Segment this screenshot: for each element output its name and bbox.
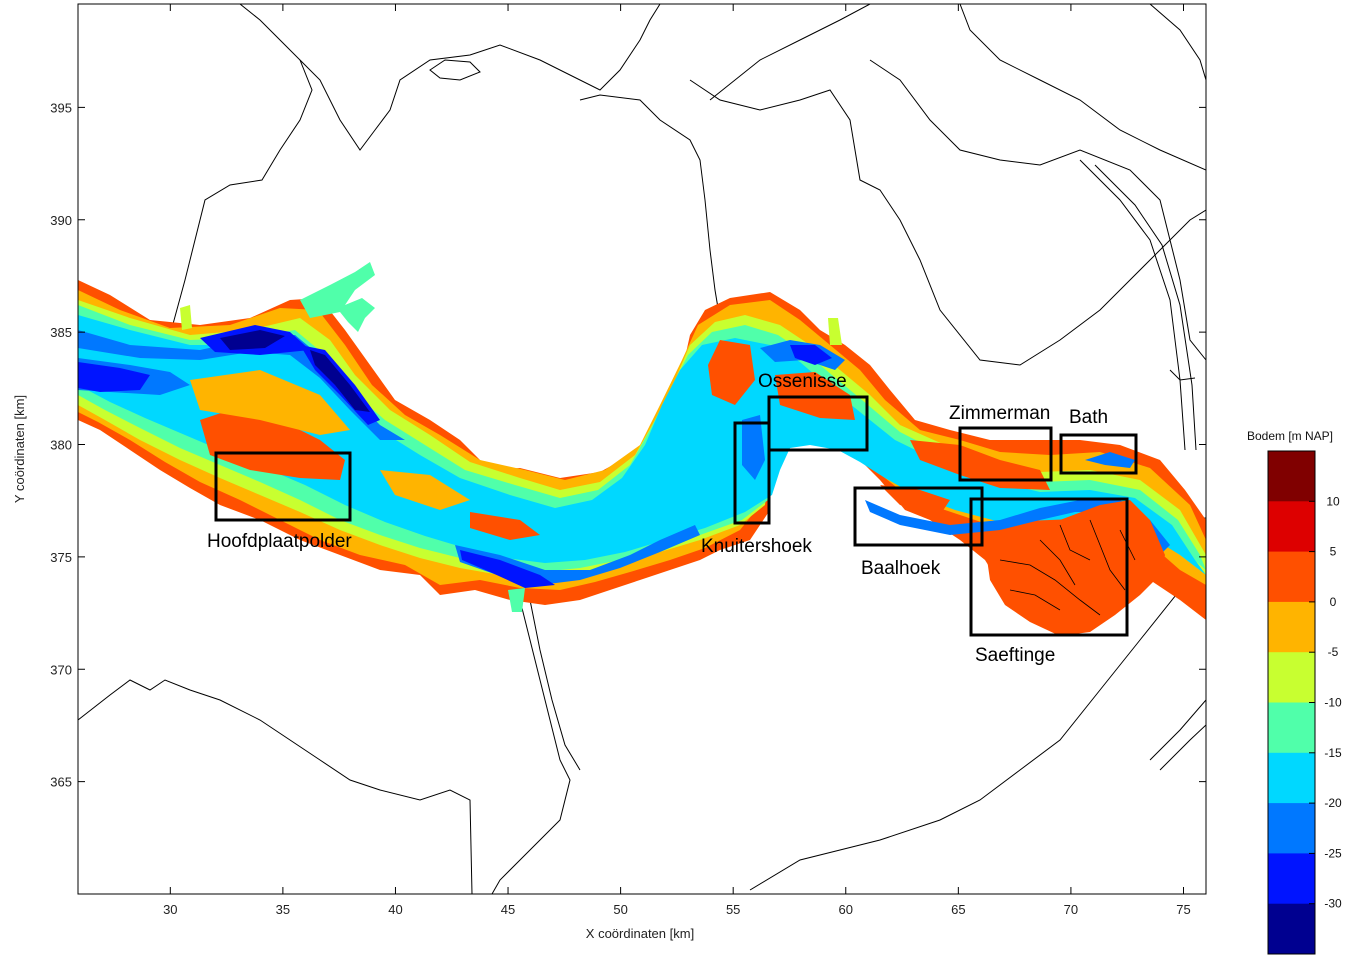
saeftinge-creeks <box>999 519 1136 616</box>
colorbar-tick-label: 10 <box>1326 494 1340 508</box>
colorbar-tick-label: -10 <box>1324 696 1342 710</box>
deep-pit-east <box>790 345 832 365</box>
y-tick-label: 370 <box>50 662 72 677</box>
harbour-inlet-west <box>180 305 192 330</box>
x-tick-label: 70 <box>1064 902 1078 917</box>
sandbank-1 <box>200 410 345 480</box>
colorbar-tick-label: -5 <box>1328 645 1339 659</box>
region-label-knuitershoek: Knuitershoek <box>701 536 812 557</box>
colorbar-segment <box>1268 551 1315 603</box>
region-label-bath: Bath <box>1069 407 1108 428</box>
colorbar-segment <box>1268 903 1315 955</box>
x-axis-label: X coördinaten [km] <box>586 926 694 941</box>
region-box-baalhoek <box>853 486 984 547</box>
region-label-hoofdplaatpolder: Hoofdplaatpolder <box>207 531 352 552</box>
harbour-basin-north <box>300 262 375 332</box>
y-tick-label: 375 <box>50 550 72 565</box>
deep-channel-bath <box>1085 452 1135 468</box>
sandbank-7 <box>910 440 1050 490</box>
harbour-inlet-east <box>828 318 842 345</box>
x-tick-label: 30 <box>163 902 177 917</box>
colorbar-ticks: 10 5 0 -5 -10 -15 -20 -25 -30 <box>1309 494 1342 911</box>
region-boxes <box>214 395 1138 637</box>
region-box-hoofdplaatpolder <box>214 451 352 522</box>
sandbank-3 <box>708 340 755 405</box>
deep-channel <box>78 330 405 440</box>
harbour-inlet-south <box>508 588 525 612</box>
y-tick-label: 395 <box>50 100 72 115</box>
sandbank-2 <box>190 370 350 435</box>
region-box-zimmerman <box>958 426 1053 482</box>
colorbar-segment <box>1268 501 1315 553</box>
colorbar-tick-label: -30 <box>1324 897 1342 911</box>
colorbar-tick-label: 5 <box>1330 545 1337 559</box>
y-tick-label: 385 <box>50 325 72 340</box>
x-tick-label: 50 <box>613 902 627 917</box>
colorbar-segment <box>1268 702 1315 754</box>
x-tick-label: 65 <box>951 902 965 917</box>
y-tick-label: 365 <box>50 775 72 790</box>
region-label-zimmerman: Zimmerman <box>949 403 1050 424</box>
colorbar-segment <box>1268 451 1315 502</box>
sandbank-6 <box>380 470 470 510</box>
region-label-ossenisse: Ossenisse <box>758 371 847 392</box>
x-tick-label: 55 <box>726 902 740 917</box>
y-axis: 395 390 385 380 375 370 365 <box>50 100 1206 790</box>
x-tick-label: 75 <box>1176 902 1190 917</box>
colorbar-tick-label: -20 <box>1324 796 1342 810</box>
sandbank-5 <box>470 512 540 540</box>
region-label-baalhoek: Baalhoek <box>861 558 941 579</box>
y-axis-label: Y coördinaten [km] <box>12 395 27 503</box>
colorbar-segment <box>1268 853 1315 905</box>
colorbar-tick-label: -25 <box>1324 846 1342 860</box>
x-tick-label: 35 <box>276 902 290 917</box>
map-content <box>78 4 1206 894</box>
y-tick-label: 390 <box>50 213 72 228</box>
colorbar-segment <box>1268 752 1315 804</box>
region-box-knuitershoek <box>733 421 771 525</box>
colorbar-tick-label: 0 <box>1330 595 1337 609</box>
y-tick-label: 380 <box>50 438 72 453</box>
colorbar-tick-label: -15 <box>1324 746 1342 760</box>
region-label-saeftinge: Saeftinge <box>975 645 1055 666</box>
deep-pit-navy-1 <box>220 330 285 350</box>
region-box-ossenisse <box>767 395 869 452</box>
coastlines <box>78 4 1206 894</box>
deep-pit-south <box>460 550 555 588</box>
estuary-channel <box>78 315 1206 575</box>
deep-channel-knuitershoek <box>742 415 765 480</box>
saeftinge-marsh <box>985 500 1165 636</box>
x-tick-label: 40 <box>388 902 402 917</box>
deep-channel-saeftinge <box>865 500 1170 555</box>
colorbar-segment <box>1268 803 1315 854</box>
deep-pit-navy-2 <box>310 350 370 412</box>
x-axis: 30 35 40 45 50 55 60 65 70 75 <box>163 4 1191 917</box>
sandbank-8 <box>880 485 950 515</box>
colorbar-segment <box>1268 601 1315 653</box>
x-tick-label: 60 <box>839 902 853 917</box>
colorbar <box>1268 451 1315 955</box>
colorbar-segment <box>1268 652 1315 703</box>
x-tick-label: 45 <box>501 902 515 917</box>
region-box-bath <box>1059 433 1138 475</box>
plot-frame <box>77 3 1207 895</box>
colorbar-title: Bodem [m NAP] <box>1247 429 1333 443</box>
region-box-saeftinge <box>969 497 1129 637</box>
deep-pit-west <box>78 362 150 392</box>
